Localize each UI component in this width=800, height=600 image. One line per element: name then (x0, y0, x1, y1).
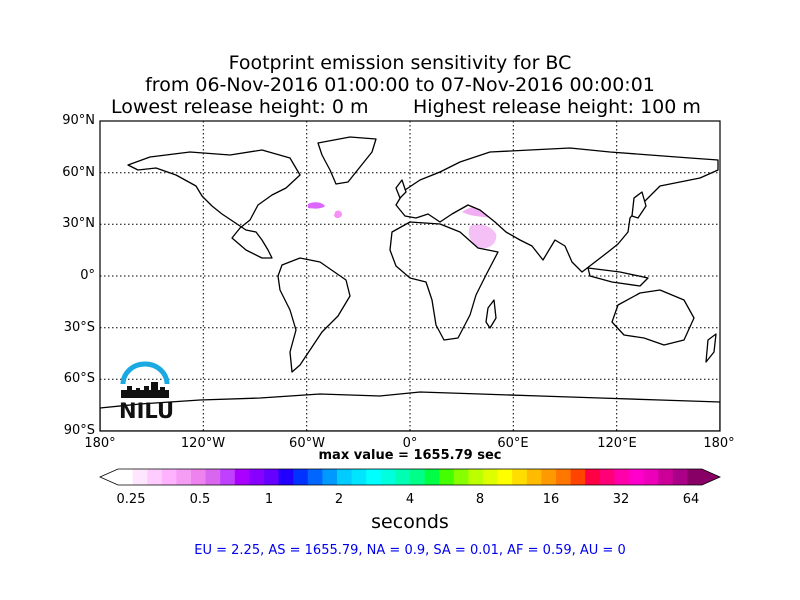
colorbar-swatch (307, 469, 323, 485)
lon-label-180w: 180° (84, 436, 116, 451)
colorbar-swatch (497, 469, 513, 485)
max-value-label: max value = 1655.79 sec (318, 448, 502, 463)
colorbar-swatch (687, 469, 703, 485)
colorbar-extend-high (702, 469, 720, 485)
lat-label-30n: 30°N (62, 216, 95, 231)
colorbar (99, 468, 721, 486)
colorbar-tick-5: 8 (475, 492, 485, 507)
colorbar-swatch (658, 469, 674, 485)
colorbar-swatch (380, 469, 396, 485)
title-line-2: from 06-Nov-2016 01:00:00 to 07-Nov-2016… (145, 74, 655, 96)
australia (611, 289, 695, 346)
uk (395, 179, 407, 199)
colorbar-swatch (410, 469, 425, 485)
lon-label-120e: 120°E (597, 436, 637, 451)
lat-label-0: 0° (80, 268, 95, 283)
japan (631, 191, 647, 219)
colorbar-swatch (570, 469, 586, 485)
colorbar-swatch (351, 469, 367, 485)
lon-label-120w: 120°W (180, 436, 226, 451)
colorbar-swatch (424, 469, 440, 485)
map-frame (99, 120, 721, 432)
colorbar-swatch (672, 469, 688, 485)
colorbar-tick-3: 2 (334, 492, 344, 507)
colorbar-swatch (395, 469, 411, 485)
colorbar-swatch (278, 469, 294, 485)
colorbar-extend-low (100, 469, 118, 485)
colorbar-tick-4: 4 (405, 492, 415, 507)
lon-label-0: 0° (402, 436, 418, 451)
regional-stats: EU = 2.25, AS = 1655.79, NA = 0.9, SA = … (194, 543, 626, 558)
colorbar-swatch (366, 469, 382, 485)
colorbar-swatch (629, 469, 644, 485)
colorbar-swatch (468, 469, 484, 485)
plume-arabia-pink (468, 224, 497, 249)
colorbar-tick-2: 1 (264, 492, 274, 507)
colorbar-swatch (234, 469, 250, 485)
colorbar-swatch (322, 469, 338, 485)
colorbar-swatch (512, 469, 528, 485)
colorbar-swatch (118, 469, 133, 485)
colorbar-swatch (526, 469, 542, 485)
madagascar (485, 299, 497, 329)
title-lowest-release: Lowest release height: 0 m (111, 96, 369, 118)
colorbar-tick-8: 64 (682, 492, 700, 507)
lon-label-60e: 60°E (497, 436, 529, 451)
north-america (127, 149, 301, 259)
colorbar-swatch (205, 469, 221, 485)
graticule (100, 121, 720, 431)
nilu-logo-text: NILU (119, 399, 175, 423)
nilu-logo-skyline (121, 382, 169, 398)
colorbar-swatch (264, 469, 279, 485)
eurasia (395, 147, 719, 273)
lat-label-60n: 60°N (62, 165, 95, 180)
colorbar-swatch (147, 469, 163, 485)
colorbar-swatch (293, 469, 309, 485)
colorbar-swatch (599, 469, 615, 485)
colorbar-swatch (585, 469, 601, 485)
lat-label-60s: 60°S (63, 371, 95, 386)
colorbar-swatch (249, 469, 265, 485)
colorbar-swatch (176, 469, 192, 485)
colorbar-tick-7: 32 (612, 492, 630, 507)
plume-atlantic-a (308, 202, 325, 209)
nilu-logo-arc (120, 361, 170, 385)
title-highest-release: Highest release height: 100 m (413, 96, 701, 118)
colorbar-swatch (643, 469, 659, 485)
indonesia (587, 267, 649, 287)
lon-label-180e: 180° (703, 436, 735, 451)
colorbar-swatch (191, 469, 206, 485)
colorbar-swatch (220, 469, 236, 485)
colorbar-units-label: seconds (371, 511, 449, 533)
colorbar-swatch (556, 469, 571, 485)
colorbar-tick-6: 16 (542, 492, 560, 507)
colorbar-swatch (453, 469, 469, 485)
coastlines (100, 136, 720, 431)
new-zealand (705, 333, 717, 363)
colorbar-tick-1: 0.5 (189, 492, 211, 507)
colorbar-swatch (541, 469, 557, 485)
lat-label-90s: 90°S (63, 423, 95, 438)
south-america (277, 257, 351, 373)
colorbar-swatch (439, 469, 455, 485)
colorbar-swatch (483, 469, 498, 485)
plume-atlantic-b (334, 210, 342, 219)
colorbar-swatch (161, 469, 177, 485)
colorbar-swatch (337, 469, 352, 485)
colorbar-tick-0: 0.25 (116, 492, 146, 507)
lat-label-30s: 30°S (63, 320, 95, 335)
colorbar-swatch (614, 469, 630, 485)
lat-label-90n: 90°N (62, 113, 95, 128)
colorbar-outline (99, 468, 721, 486)
lon-label-60w: 60°W (289, 436, 325, 451)
colorbar-swatch (132, 469, 148, 485)
nilu-logo (120, 361, 170, 398)
africa (389, 221, 499, 341)
antarctica (100, 391, 720, 431)
title-line-1: Footprint emission sensitivity for BC (228, 52, 572, 74)
